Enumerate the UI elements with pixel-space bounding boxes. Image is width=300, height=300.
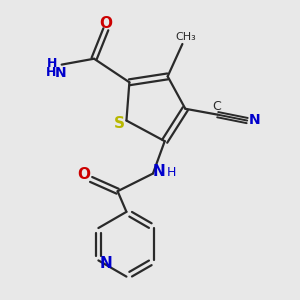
Text: S: S: [114, 116, 124, 131]
Text: O: O: [77, 167, 90, 182]
Text: C: C: [212, 100, 220, 113]
Text: CH₃: CH₃: [175, 32, 196, 42]
Text: O: O: [99, 16, 112, 31]
Text: N: N: [54, 66, 66, 80]
Text: N: N: [99, 256, 112, 271]
Text: H: H: [46, 66, 56, 80]
Text: N: N: [249, 113, 260, 127]
Text: N: N: [153, 164, 166, 179]
Text: H: H: [47, 57, 57, 70]
Text: H: H: [167, 166, 176, 178]
